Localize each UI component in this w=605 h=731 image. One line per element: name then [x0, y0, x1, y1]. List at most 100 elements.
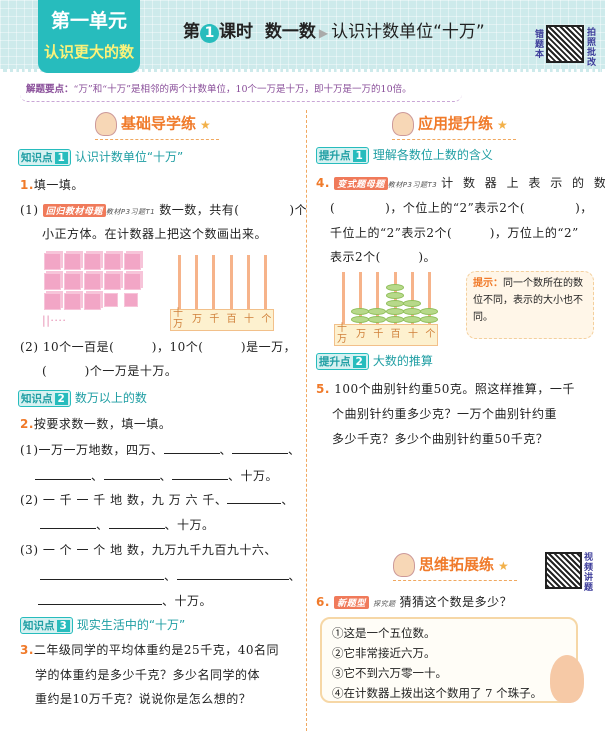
hint-label: 提示：: [473, 278, 503, 289]
abacus-rod: [428, 272, 432, 324]
kp-title: 理解各数位上数的含义: [372, 148, 493, 162]
answer-blank[interactable]: [227, 494, 282, 504]
fox-mascot-icon: [550, 655, 584, 703]
place-label: 百: [390, 329, 401, 340]
answer-blank[interactable]: [40, 519, 96, 529]
column-divider: [306, 110, 307, 731]
q2-part3-line1: (3) 一 个 一 个 地 数，九万九千九百九十六、: [20, 543, 277, 557]
tip-label: 解题要点：: [26, 84, 74, 95]
clue: ③它不到六万零一十。: [332, 666, 447, 680]
tip-text: “万”和“十万”是相邻的两个计数单位，10个一万是十万，即十万是一万的10倍。: [73, 84, 412, 95]
q-text: (2) 一 千 一 千 地 数，九 万 六 千、: [20, 493, 228, 507]
lesson-number: 1: [200, 24, 219, 43]
q-text: 十万。: [174, 594, 213, 608]
answer-blank[interactable]: [103, 470, 160, 480]
cube: [104, 253, 121, 270]
cube: [44, 273, 61, 290]
star-icon: ★: [200, 117, 211, 132]
qr-code-icon[interactable]: [546, 25, 584, 63]
place-label: 十万: [173, 308, 183, 330]
kp-tag: 提升点: [319, 356, 351, 368]
question-6: 6. 新题型 探究题 猜猜这个数是多少？: [316, 593, 512, 610]
unit-label: 第一单元: [50, 10, 127, 32]
q-title: 猜猜这个数是多少？: [399, 595, 513, 609]
place-label: 万: [356, 329, 366, 340]
q-num: 1.: [20, 178, 34, 192]
unit-badge: 第一单元 认识更大的数: [38, 0, 140, 73]
star-icon: ★: [497, 117, 508, 132]
abacus-bead: [351, 308, 369, 315]
place-label: 万: [192, 314, 202, 325]
cube: [64, 253, 81, 270]
lesson-suffix: 课时: [219, 22, 253, 42]
qr-label: 视频讲题: [584, 553, 594, 593]
lesson-topic: 认识计数单位“十万”: [331, 22, 485, 42]
abacus-rod: [247, 255, 250, 309]
abacus-bead: [351, 316, 369, 323]
kp-title: 数万以上的数: [74, 391, 147, 405]
cube: [44, 253, 61, 270]
qr-left-label: 错题本: [535, 30, 545, 60]
abacus-rod: [411, 272, 414, 324]
answer-blank[interactable]: [176, 570, 289, 580]
lesson-title: 第 1 课时 数一数 ▶ 认识计数单位“十万”: [183, 17, 485, 43]
kp-num: 2: [352, 356, 366, 368]
q-text: (1)一万一万地数，四万、: [20, 443, 164, 457]
play-triangle-icon: ▶: [318, 26, 329, 40]
place-label: 个: [261, 314, 272, 325]
cube: [44, 293, 61, 310]
cube: [124, 293, 138, 307]
section-title: 思维拓展练: [419, 555, 495, 574]
answer-blank[interactable]: [38, 595, 162, 605]
kp-num: 1: [54, 152, 68, 164]
section-applied: 应用提升练 ★: [392, 112, 516, 140]
abacus-rod: [341, 272, 345, 324]
kp-tag: 知识点: [23, 620, 55, 632]
variant-badge: 变式题母题: [334, 177, 388, 190]
place-label: 十: [408, 329, 418, 340]
question-2: 2.按要求数一数，填一填。: [20, 415, 171, 432]
hint-text: 同一个数所在的数位不同，表示的大小也不同。: [473, 278, 583, 323]
video-qr-code-icon[interactable]: [545, 552, 582, 589]
answer-blank[interactable]: [232, 444, 289, 454]
abacus-rod: [359, 272, 362, 324]
q-num: 6.: [316, 595, 330, 609]
unit-title: 认识更大的数: [43, 43, 134, 61]
knowledge-point-3: 知识点 3 现实生活中的“十万”: [20, 616, 185, 634]
cube: [124, 273, 141, 290]
q-num: 5.: [316, 382, 330, 396]
answer-blank[interactable]: [108, 519, 165, 529]
clue-box: ①这是一个五位数。 ②它非常接近六万。 ③它不到六万零一十。 ④在计数器上拨出这…: [320, 617, 578, 703]
answer-blank[interactable]: [163, 444, 220, 454]
abacus-rod: [264, 255, 268, 309]
tally-marks: ||····: [42, 314, 67, 327]
abacus-bead: [403, 300, 421, 307]
cube: [104, 293, 118, 307]
kp-tag: 知识点: [21, 152, 53, 164]
clue: ④在计数器上拨出这个数用了 7 个珠子。: [332, 686, 543, 700]
q2-part2-line1: (2) 一 千 一 千 地 数，九 万 六 千、、: [20, 493, 294, 507]
kp-title: 现实生活中的“十万”: [76, 618, 186, 632]
child-icon: [392, 112, 414, 136]
cube: [84, 273, 101, 290]
abacus-bead: [368, 316, 387, 323]
solving-tip: 解题要点：“万”和“十万”是相邻的两个计数单位，10个一万是十万，即十万是一万的…: [20, 82, 462, 102]
cube: [64, 273, 81, 290]
q-text: 十万。: [177, 518, 215, 532]
q1-part2-line2: ( )个一万是十万。: [42, 364, 178, 378]
place-label: 个: [425, 329, 436, 340]
question-5-line2: 个曲别针约重多少克？一万个曲别针约重: [332, 407, 558, 421]
kp-num: 3: [56, 620, 70, 632]
textbook-badge: 回归教材母题: [42, 204, 106, 217]
abacus-bead: [385, 292, 404, 299]
abacus-bead: [385, 284, 404, 291]
cube: [84, 293, 101, 310]
answer-blank[interactable]: [40, 570, 164, 580]
answer-blank[interactable]: [35, 470, 91, 480]
knowledge-point-1: 知识点 1 认识计数单位“十万”: [18, 148, 183, 166]
answer-blank[interactable]: [172, 470, 229, 480]
question-3-line2: 学的体重约是多少千克？多少名同学的体: [35, 668, 261, 682]
abacus-rod: [229, 255, 233, 309]
question-1: 1.填一填。: [20, 176, 84, 193]
